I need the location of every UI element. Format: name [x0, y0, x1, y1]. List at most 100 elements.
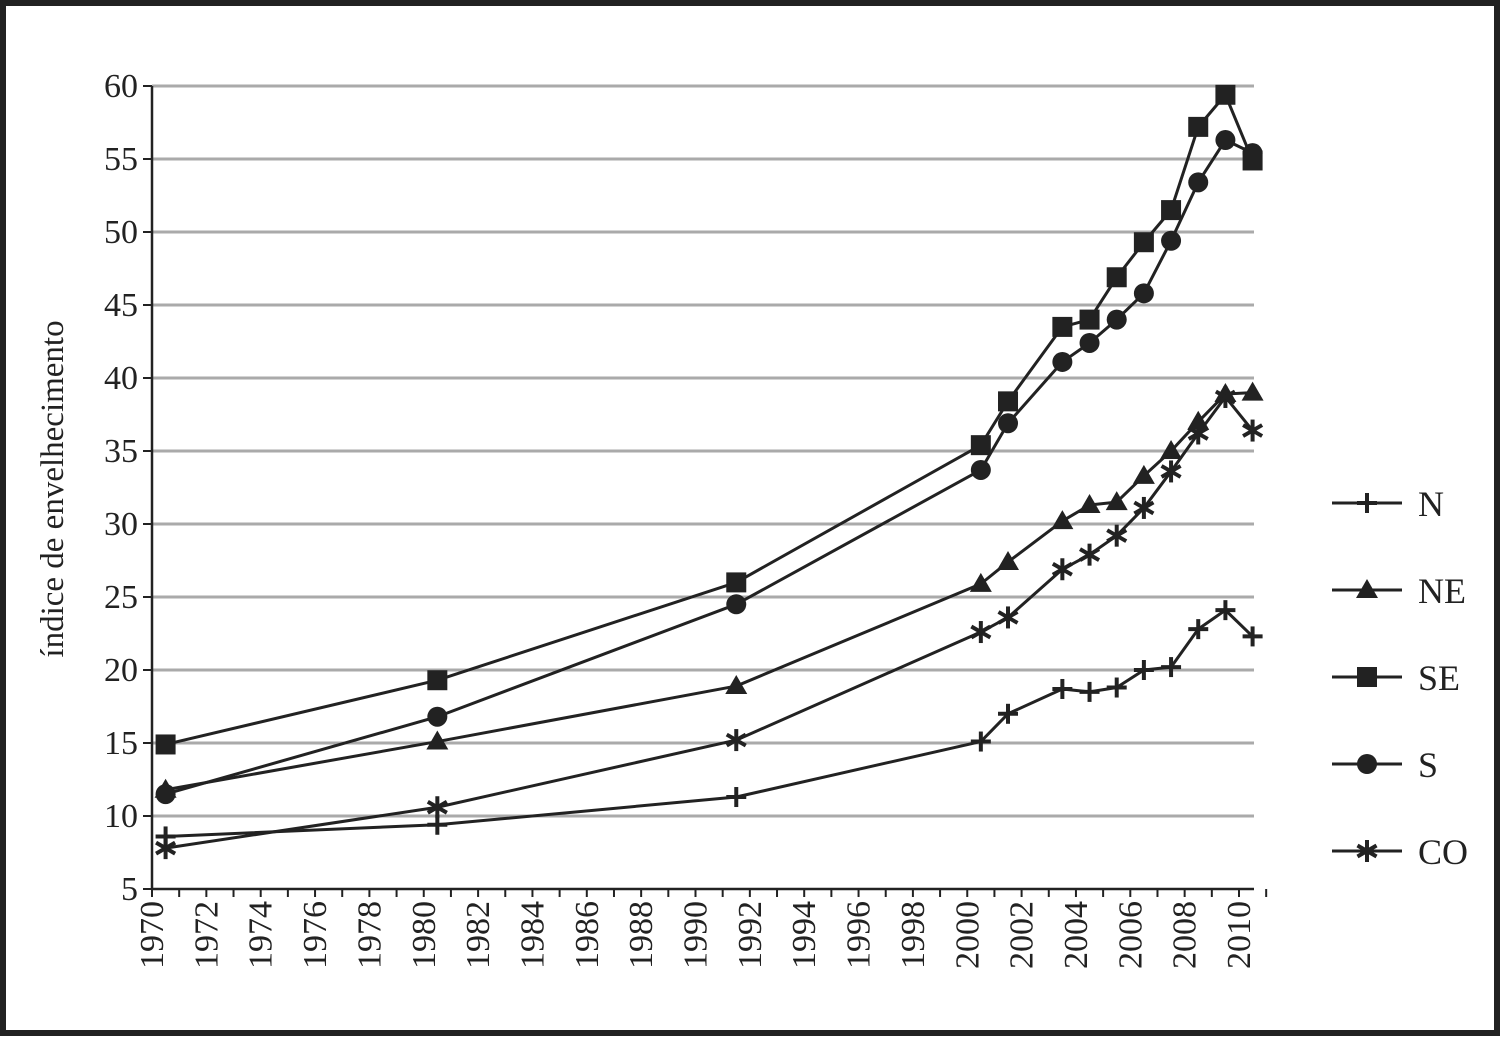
x-tick-label: 1996 [841, 901, 878, 969]
data-point-n [1052, 678, 1073, 699]
data-point-s [1106, 309, 1127, 330]
legend-marker-s [1357, 754, 1377, 774]
data-point-s [155, 784, 176, 805]
legend: N NE SE S CO [1332, 484, 1468, 872]
data-point-co [155, 837, 177, 860]
data-point-n [1133, 660, 1154, 680]
data-point-co [970, 621, 992, 644]
legend-item-s: S [1332, 745, 1438, 785]
legend-label: S [1418, 745, 1438, 785]
data-point-n [1106, 677, 1127, 698]
data-point-ne [1187, 410, 1210, 430]
x-tick-label: 2004 [1058, 901, 1095, 969]
legend-label: N [1418, 484, 1444, 524]
data-point-n [1242, 626, 1263, 647]
x-tick-label: 1980 [406, 901, 443, 969]
data-point-n [1161, 657, 1182, 678]
x-tick-label: 1974 [243, 901, 280, 969]
legend-item-ne: NE [1332, 571, 1466, 611]
series-line-se [165, 93, 1254, 746]
data-point-ne [1078, 494, 1101, 514]
data-point-s [1188, 172, 1209, 193]
x-tick-label: 1972 [188, 901, 225, 969]
data-point-ne [1241, 381, 1264, 401]
x-tick-label: 2006 [1112, 901, 1149, 969]
x-tick-label: 1978 [351, 901, 388, 969]
data-point-s [1215, 130, 1236, 151]
data-point-n [726, 787, 747, 808]
y-axis-ticks: 5 10 15 20 25 30 35 40 45 50 55 60 [104, 68, 152, 908]
series-line-co [165, 395, 1254, 850]
y-tick-label: 60 [104, 68, 138, 105]
x-tick-label: 1976 [297, 901, 334, 969]
x-tick-label: 2000 [949, 901, 986, 969]
data-point-ne [725, 675, 748, 695]
x-tick-label: 1984 [514, 901, 551, 969]
data-point-ne [426, 730, 449, 750]
data-point-co [426, 796, 448, 819]
series-markers [154, 84, 1264, 860]
data-point-s [1242, 143, 1263, 164]
legend-label: SE [1418, 658, 1460, 698]
data-point-se [970, 435, 991, 456]
x-tick-label: 2010 [1221, 901, 1258, 969]
y-tick-label: 45 [104, 287, 138, 324]
data-point-se [726, 572, 747, 593]
data-point-se [1215, 84, 1236, 105]
data-point-se [155, 734, 176, 755]
x-tick-label: 2008 [1167, 901, 1204, 969]
x-tick-label: 1990 [678, 901, 715, 969]
data-point-co [1106, 524, 1128, 547]
data-point-ne [1132, 464, 1155, 484]
data-point-co [1079, 543, 1101, 566]
data-point-se [427, 670, 448, 691]
data-point-s [998, 413, 1019, 434]
grid-lines [152, 84, 1254, 818]
data-point-co [1242, 419, 1264, 442]
legend-label: CO [1418, 832, 1468, 872]
legend-item-co: CO [1332, 832, 1468, 872]
data-point-se [998, 391, 1019, 412]
y-tick-label: 30 [104, 506, 138, 543]
data-point-co [1187, 422, 1209, 445]
x-tick-label: 1970 [134, 901, 171, 969]
data-point-ne [1105, 491, 1128, 511]
legend-label: NE [1418, 571, 1466, 611]
data-point-co [1160, 460, 1182, 483]
x-tick-label: 1994 [786, 901, 823, 969]
line-chart: 5 10 15 20 25 30 35 40 45 50 55 60 1970 1972 1974 1976… [35, 68, 1468, 969]
data-point-se [1161, 200, 1182, 221]
data-point-se [1052, 316, 1073, 337]
y-tick-label: 40 [104, 360, 138, 397]
y-tick-label: 55 [104, 141, 138, 178]
data-point-s [1133, 283, 1154, 304]
legend-item-se: SE [1332, 658, 1460, 698]
y-tick-label: 50 [104, 214, 138, 251]
data-point-n [1188, 619, 1209, 640]
x-axis-ticks: 1970 1972 1974 1976 1978 1980 1982 1984 1986 1988… [134, 889, 1268, 969]
data-point-ne [969, 572, 992, 592]
y-tick-label: 10 [104, 798, 138, 835]
data-point-s [726, 594, 747, 615]
data-point-n [970, 731, 991, 752]
data-point-se [1133, 232, 1154, 253]
data-point-co [997, 606, 1019, 629]
data-point-s [1079, 332, 1100, 353]
data-point-s [427, 706, 448, 727]
data-point-n [998, 703, 1019, 724]
data-point-se [1079, 309, 1100, 330]
data-point-ne [1160, 440, 1183, 459]
y-tick-label: 25 [104, 579, 138, 616]
x-tick-label: 2002 [1004, 901, 1041, 969]
x-tick-label: 1986 [569, 901, 606, 969]
x-tick-label: 1992 [732, 901, 769, 969]
y-tick-label: 35 [104, 433, 138, 470]
y-tick-label: 15 [104, 725, 138, 762]
series-lines [165, 93, 1254, 850]
legend-marker-ne [1356, 579, 1378, 598]
data-point-ne [997, 550, 1020, 570]
data-point-s [1052, 351, 1073, 372]
legend-item-n: N [1332, 484, 1444, 524]
data-point-se [1106, 267, 1127, 288]
